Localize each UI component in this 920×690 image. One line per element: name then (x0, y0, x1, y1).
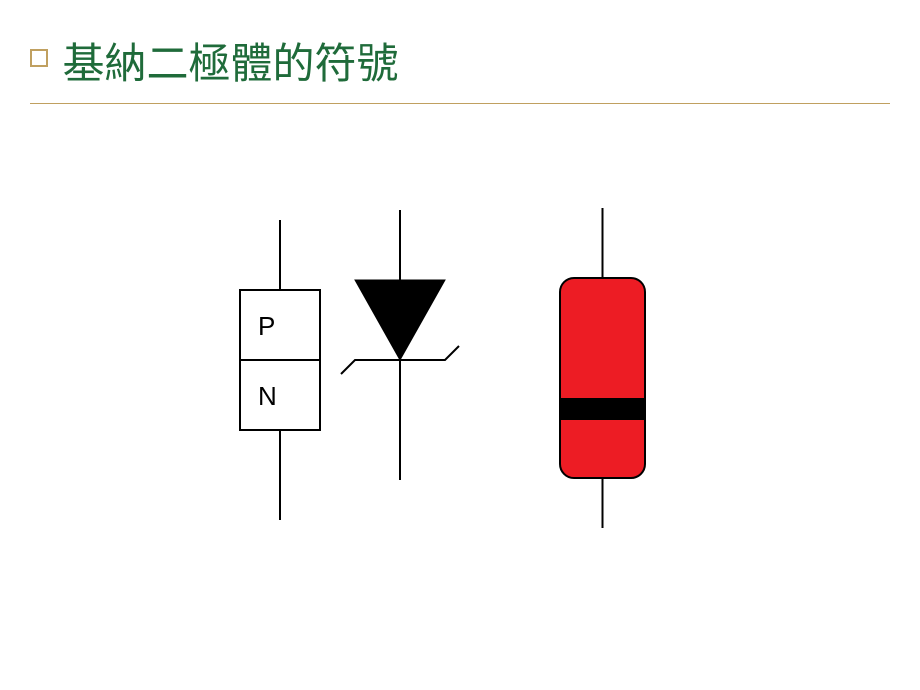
title-underline (30, 103, 890, 104)
pn-label-p: P (258, 311, 275, 341)
title-bullet-icon (30, 49, 48, 67)
diagram-svg: PN (170, 220, 730, 620)
zener-diode-symbols-diagram: PN (170, 220, 730, 580)
pn-label-n: N (258, 381, 277, 411)
slide-title: 基納二極體的符號 (62, 30, 398, 91)
slide: 基納二極體的符號 PN (0, 0, 920, 690)
slide-title-block: 基納二極體的符號 (30, 30, 890, 104)
